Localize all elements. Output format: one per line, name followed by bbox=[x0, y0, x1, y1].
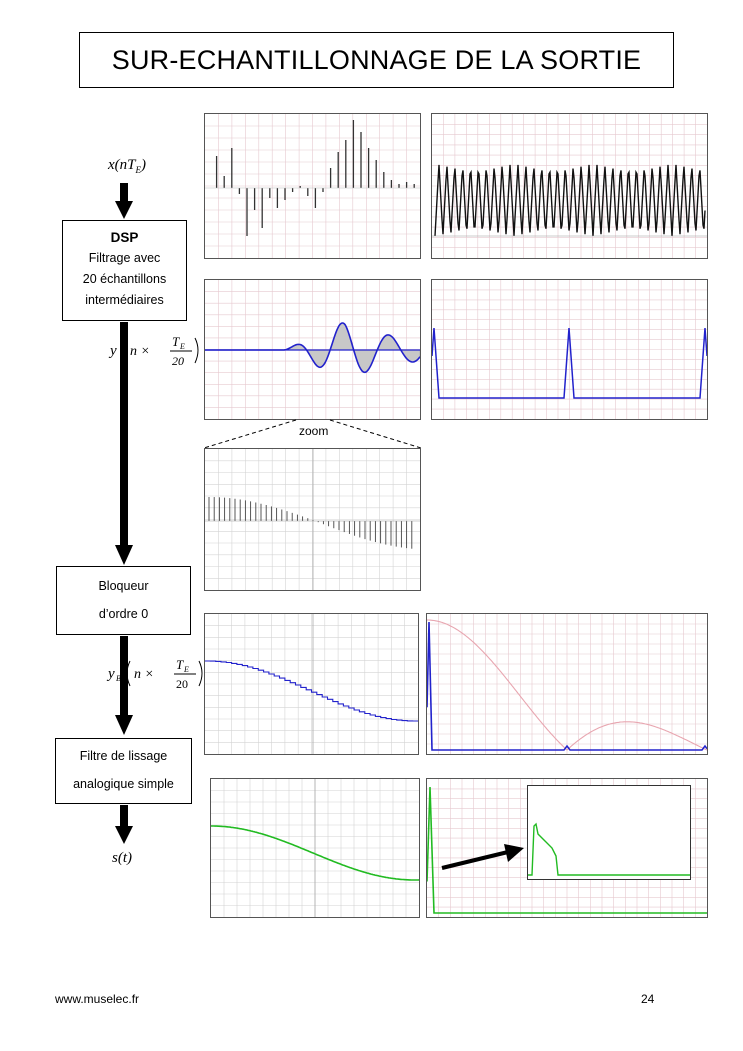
plot-grid bbox=[432, 280, 707, 419]
formula-n-times: n × bbox=[130, 344, 150, 359]
formula-yb-sub: B bbox=[116, 674, 121, 683]
formula-num: T bbox=[172, 334, 180, 349]
inset-spectrum-trace bbox=[528, 822, 690, 876]
dsp-block-line2: 20 échantillons bbox=[82, 272, 167, 286]
signal-label-yb: y B n × T E 20 bbox=[106, 653, 206, 693]
formula-yb-num-sub: E bbox=[183, 665, 189, 674]
plot-filtre-spectrum-inset bbox=[527, 785, 691, 880]
plot-filtre-output bbox=[210, 778, 420, 918]
arrow-x-to-dsp bbox=[115, 183, 133, 219]
plot-grid bbox=[205, 114, 420, 258]
dsp-block: DSP Filtrage avec 20 échantillons interm… bbox=[62, 220, 187, 321]
plot-zoom-samples bbox=[204, 448, 421, 591]
arrow-bloqueur-to-filtre bbox=[115, 636, 133, 735]
plot-input-samples bbox=[204, 113, 421, 259]
arrow-dsp-to-bloqueur bbox=[115, 322, 133, 565]
signal-label-yb-formula: y B n × T E 20 bbox=[106, 657, 203, 691]
signal-label-s-output: s(t) bbox=[112, 850, 132, 866]
plot-bloqueur-spectrum bbox=[426, 613, 708, 755]
filtre-line1: Filtre de lissage bbox=[79, 749, 168, 763]
formula-num-sub: E bbox=[179, 342, 185, 351]
bloqueur-line2: d’ordre 0 bbox=[98, 607, 149, 621]
formula-den: 20 bbox=[172, 354, 184, 368]
plot-grid bbox=[432, 114, 707, 258]
arrow-filtre-to-output bbox=[115, 805, 133, 844]
plot-input-spectrum bbox=[431, 113, 708, 259]
input-spectrum-trace bbox=[434, 164, 706, 237]
plot-dsp-spectrum bbox=[431, 279, 708, 420]
formula-y: y bbox=[108, 343, 117, 359]
dsp-spectrum-trace bbox=[432, 327, 707, 399]
bloqueur-staircase-trace bbox=[205, 660, 418, 722]
bloqueur-line1: Bloqueur bbox=[98, 579, 149, 593]
filtre-spectrum-trace bbox=[427, 786, 707, 914]
formula-yb-num: T bbox=[176, 657, 184, 672]
formula-yb-den: 20 bbox=[176, 677, 188, 691]
zoom-sample-stems bbox=[208, 497, 413, 549]
plot-grid bbox=[427, 614, 707, 754]
plot-bloqueur-output bbox=[204, 613, 419, 755]
plot-grid bbox=[205, 449, 420, 590]
zoom-label: zoom bbox=[299, 424, 329, 438]
plot-grid bbox=[205, 614, 418, 754]
page-title: SUR-ECHANTILLONNAGE DE LA SORTIE bbox=[79, 32, 674, 88]
formula-yb-n-times: n × bbox=[134, 667, 154, 682]
bloqueur-block: Bloqueur d’ordre 0 bbox=[56, 566, 191, 635]
filtre-output-trace bbox=[211, 825, 419, 881]
dsp-block-line3: intermédiaires bbox=[85, 293, 164, 307]
flow-arrows bbox=[115, 183, 133, 844]
dsp-block-line1: Filtrage avec bbox=[88, 251, 161, 265]
signal-label-x-input: x(nTE) bbox=[108, 157, 146, 175]
input-sample-stems bbox=[215, 120, 415, 236]
signal-label-y-oversampled: y n × T E 20 bbox=[108, 330, 203, 370]
filtre-lissage-block: Filtre de lissage analogique simple bbox=[55, 738, 192, 804]
footer-page-number: 24 bbox=[641, 992, 655, 1006]
bloqueur-sinc-envelope bbox=[427, 619, 707, 751]
footer-url: www.muselec.fr bbox=[55, 992, 140, 1006]
dsp-block-title: DSP bbox=[110, 230, 139, 245]
filtre-line2: analogique simple bbox=[73, 777, 174, 791]
bloqueur-spectrum-trace bbox=[427, 621, 707, 751]
inset-pointer-arrow bbox=[441, 844, 524, 870]
signal-label-y-formula: y n × T E 20 bbox=[108, 334, 199, 368]
formula-yb: y bbox=[106, 666, 115, 682]
zoom-lines bbox=[203, 419, 422, 449]
plot-dsp-output bbox=[204, 279, 421, 420]
